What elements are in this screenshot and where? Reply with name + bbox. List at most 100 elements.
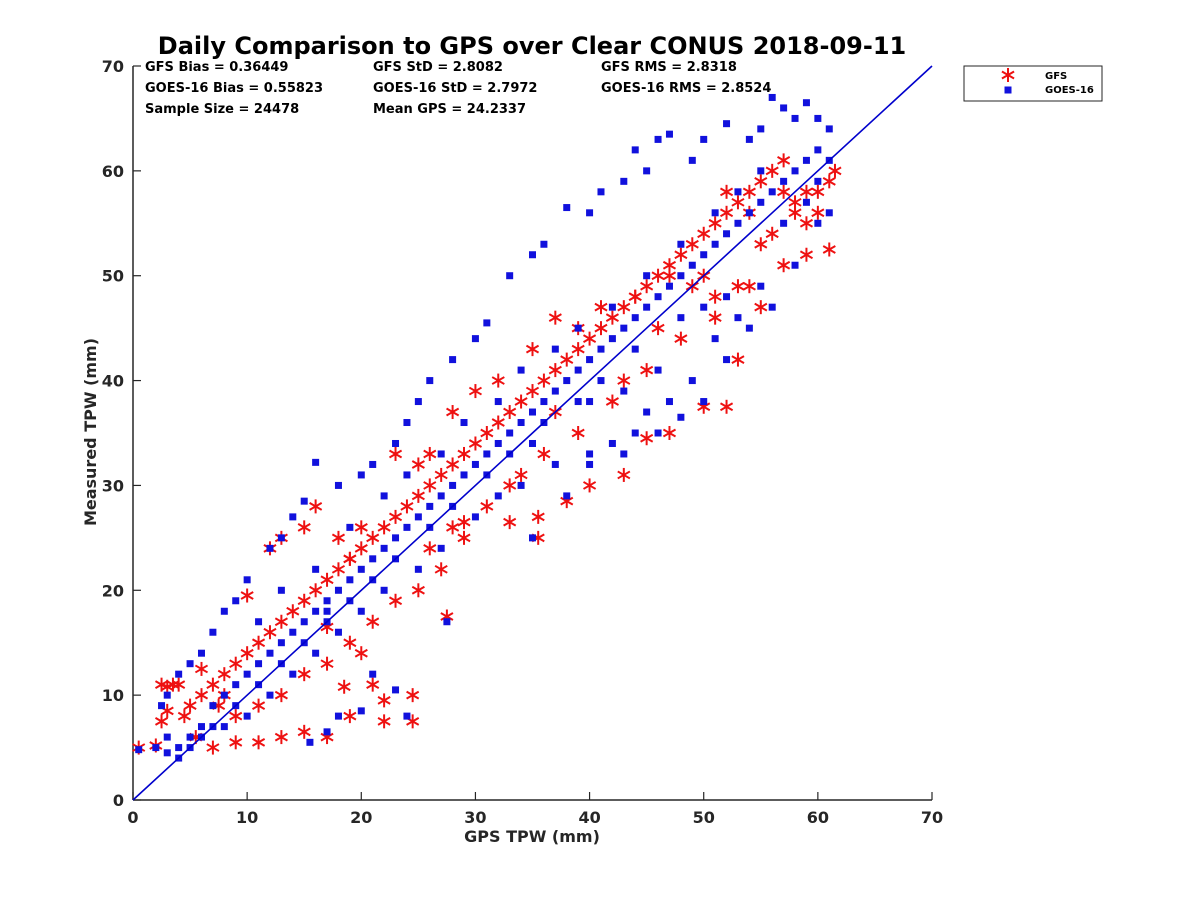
- gfs-point: [434, 467, 448, 482]
- gfs-point: [366, 677, 380, 692]
- goes-point: [266, 649, 274, 657]
- goes-point: [700, 303, 708, 311]
- goes-point: [506, 429, 514, 437]
- gfs-point: [331, 530, 346, 545]
- gfs-point: [828, 163, 842, 178]
- goes-point: [620, 387, 628, 395]
- gfs-point: [343, 635, 357, 650]
- goes-point: [825, 125, 833, 133]
- legend-gfs-asterisk: [1001, 68, 1015, 82]
- gfs-point: [229, 735, 243, 750]
- gfs-point: [206, 677, 220, 692]
- goes-point: [158, 702, 166, 710]
- gfs-point: [731, 352, 745, 367]
- gfs-point: [240, 646, 254, 661]
- goes-point: [392, 439, 400, 447]
- goes-point: [540, 240, 548, 248]
- legend-gfs-label: GFS: [1045, 71, 1067, 82]
- goes-point: [529, 534, 536, 542]
- goes-point: [586, 450, 594, 458]
- goes-point: [814, 114, 822, 122]
- goes-point: [334, 712, 342, 720]
- goes-point: [152, 744, 160, 752]
- gfs-point: [229, 709, 243, 724]
- goes-point: [643, 408, 651, 416]
- gfs-point: [251, 735, 266, 750]
- goes-point: [688, 261, 696, 269]
- y-tick-label: 30: [102, 476, 124, 495]
- gfs-point: [354, 646, 368, 661]
- gfs-point: [537, 373, 551, 388]
- goes-point: [677, 314, 685, 322]
- gfs-point: [263, 625, 277, 640]
- gfs-point: [457, 530, 471, 545]
- gfs-point: [297, 520, 311, 535]
- goes-point: [654, 429, 662, 437]
- goes-point: [346, 576, 354, 584]
- gfs-point: [172, 677, 186, 692]
- goes-point: [529, 439, 536, 447]
- goes-point: [563, 204, 571, 212]
- gfs-point: [583, 331, 597, 346]
- goes-point: [711, 335, 719, 343]
- goes-point: [540, 398, 548, 406]
- gfs-point: [377, 714, 391, 729]
- goes-point: [517, 419, 525, 427]
- goes-point: [323, 728, 331, 736]
- goes-point: [574, 398, 582, 406]
- gfs-point: [309, 499, 323, 514]
- goes-point: [471, 335, 479, 343]
- gfs-point: [514, 467, 528, 482]
- gfs-point: [309, 583, 323, 598]
- gfs-point: [154, 714, 169, 729]
- gfs-point: [640, 279, 654, 294]
- legend-goes-label: GOES-16: [1045, 85, 1094, 96]
- gfs-point: [194, 688, 209, 703]
- gfs-point: [177, 709, 191, 724]
- goes-point: [814, 219, 822, 227]
- gfs-point: [251, 635, 266, 650]
- goes-point: [517, 366, 525, 374]
- gfs-point: [468, 384, 482, 399]
- goes-point: [277, 534, 285, 542]
- y-tick-label: 20: [102, 581, 124, 600]
- goes-point: [243, 576, 251, 584]
- x-tick-label: 30: [464, 808, 486, 827]
- legend-box: [963, 65, 1103, 102]
- goes-point: [757, 167, 765, 175]
- goes-point: [745, 209, 753, 217]
- goes-point: [135, 746, 143, 754]
- gfs-point: [434, 562, 448, 577]
- gfs-point: [754, 174, 768, 189]
- goes-point: [586, 398, 594, 406]
- gfs-point: [594, 321, 608, 336]
- gfs-point: [685, 237, 699, 252]
- gfs-point: [560, 352, 574, 367]
- one-to-one-line: [132, 65, 933, 801]
- goes-point: [700, 251, 708, 259]
- gfs-point: [571, 426, 585, 440]
- goes-point: [608, 439, 616, 447]
- goes-point: [334, 481, 342, 489]
- gfs-point: [708, 310, 722, 325]
- gfs-point: [525, 342, 540, 357]
- goes-point: [780, 219, 788, 227]
- axes: 0 10 20 30 40 50 60 70 0 10 20 30 40 50 60 70: [102, 57, 943, 827]
- gfs-point: [719, 205, 734, 220]
- gfs-point: [628, 289, 642, 304]
- goes-point: [551, 460, 559, 468]
- gfs-point: [742, 279, 756, 294]
- goes-point: [197, 649, 205, 657]
- gfs-point: [617, 373, 631, 388]
- goes-point: [197, 723, 205, 731]
- goes-point: [471, 460, 479, 468]
- goes-point: [768, 303, 776, 311]
- y-axis-label: Measured TPW (mm): [81, 338, 100, 526]
- x-tick-label: 20: [350, 808, 372, 827]
- goes-point: [220, 723, 228, 731]
- goes-point: [357, 565, 365, 573]
- goes-point: [802, 156, 810, 164]
- goes-point: [745, 324, 753, 332]
- goes-point: [608, 303, 616, 311]
- goes-point: [255, 618, 263, 626]
